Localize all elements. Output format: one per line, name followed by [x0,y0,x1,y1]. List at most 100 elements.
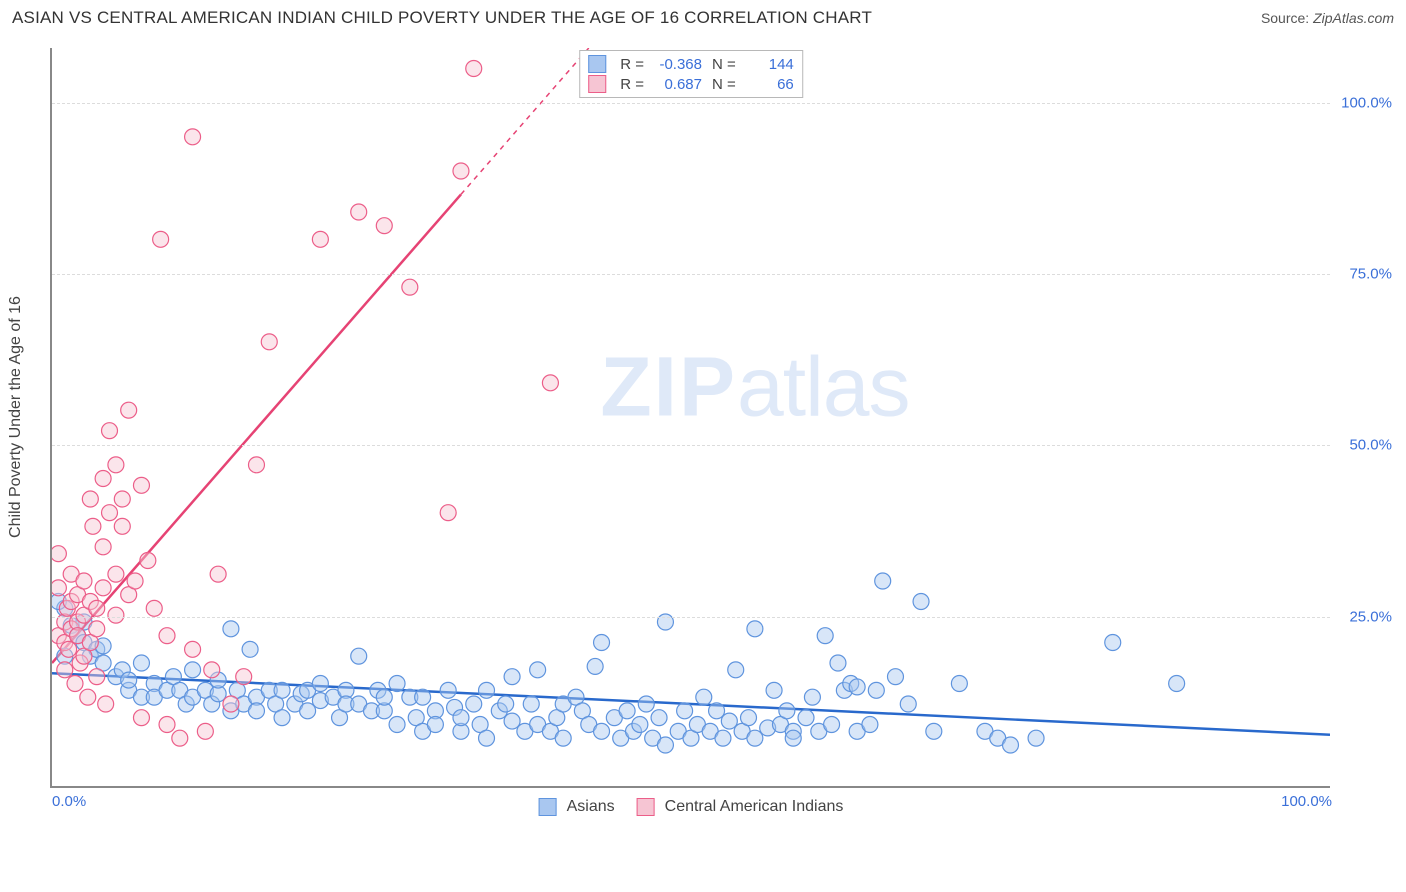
legend-row-cai: R = 0.687 N = 66 [586,74,796,94]
n-value-cai: 66 [746,76,794,93]
data-point [824,717,840,733]
data-point [862,717,878,733]
scatter-svg [52,48,1330,786]
data-point [594,635,610,651]
data-point [555,730,571,746]
data-point [677,703,693,719]
data-point [52,546,66,562]
data-point [657,737,673,753]
data-point [197,723,213,739]
data-point [223,696,239,712]
data-point [274,682,290,698]
data-point [61,641,77,657]
legend-item-asians: Asians [539,798,615,816]
data-point [440,505,456,521]
data-point [102,423,118,439]
swatch-cai [637,798,655,816]
data-point [76,573,92,589]
data-point [402,279,418,295]
data-point [89,600,105,616]
data-point [108,457,124,473]
n-value-asians: 144 [746,56,794,73]
data-point [1028,730,1044,746]
data-point [389,676,405,692]
legend-label-cai: Central American Indians [665,798,844,816]
data-point [741,710,757,726]
data-point [98,696,114,712]
y-tick-label: 25.0% [1334,608,1392,625]
data-point [261,334,277,350]
chart-header: ASIAN VS CENTRAL AMERICAN INDIAN CHILD P… [12,8,1394,28]
data-point [926,723,942,739]
n-label: N = [712,56,736,73]
data-point [95,580,111,596]
data-point [102,505,118,521]
data-point [108,566,124,582]
data-point [121,402,137,418]
data-point [427,717,443,733]
data-point [830,655,846,671]
r-label: R = [620,56,644,73]
data-point [89,669,105,685]
data-point [95,471,111,487]
data-point [242,641,258,657]
data-point [172,730,188,746]
data-point [466,61,482,77]
data-point [185,641,201,657]
data-point [504,669,520,685]
data-point [67,676,83,692]
source-prefix: Source: [1261,10,1309,26]
data-point [542,375,558,391]
data-point [389,717,405,733]
data-point [133,477,149,493]
data-point [651,710,667,726]
data-point [415,689,431,705]
r-label: R = [620,76,644,93]
correlation-legend: R = -0.368 N = 144 R = 0.687 N = 66 [579,50,803,98]
data-point [887,669,903,685]
data-point [121,672,137,688]
data-point [140,553,156,569]
data-point [146,600,162,616]
data-point [479,682,495,698]
data-point [523,696,539,712]
data-point [312,231,328,247]
data-point [89,621,105,637]
grid-line [52,103,1330,104]
data-point [587,658,603,674]
y-tick-label: 100.0% [1334,94,1392,111]
data-point [185,129,201,145]
swatch-asians [588,55,606,73]
data-point [159,717,175,733]
data-point [479,730,495,746]
data-point [248,703,264,719]
data-point [114,491,130,507]
r-value-cai: 0.687 [654,76,702,93]
grid-line [52,445,1330,446]
data-point [351,204,367,220]
data-point [440,682,456,698]
data-point [153,231,169,247]
data-point [900,696,916,712]
data-point [376,689,392,705]
plot-area: ZIPatlas R = -0.368 N = 144 R = 0.687 N … [50,48,1330,788]
data-point [108,607,124,623]
data-point [95,539,111,555]
data-point [696,689,712,705]
data-point [52,580,66,596]
data-point [1003,737,1019,753]
data-point [127,573,143,589]
data-point [747,621,763,637]
data-point [204,662,220,678]
data-point [785,730,801,746]
y-tick-label: 50.0% [1334,437,1392,454]
data-point [82,491,98,507]
data-point [804,689,820,705]
data-point [236,669,252,685]
data-point [159,628,175,644]
swatch-asians [539,798,557,816]
data-point [849,679,865,695]
data-point [619,703,635,719]
data-point [594,723,610,739]
data-point [1169,676,1185,692]
